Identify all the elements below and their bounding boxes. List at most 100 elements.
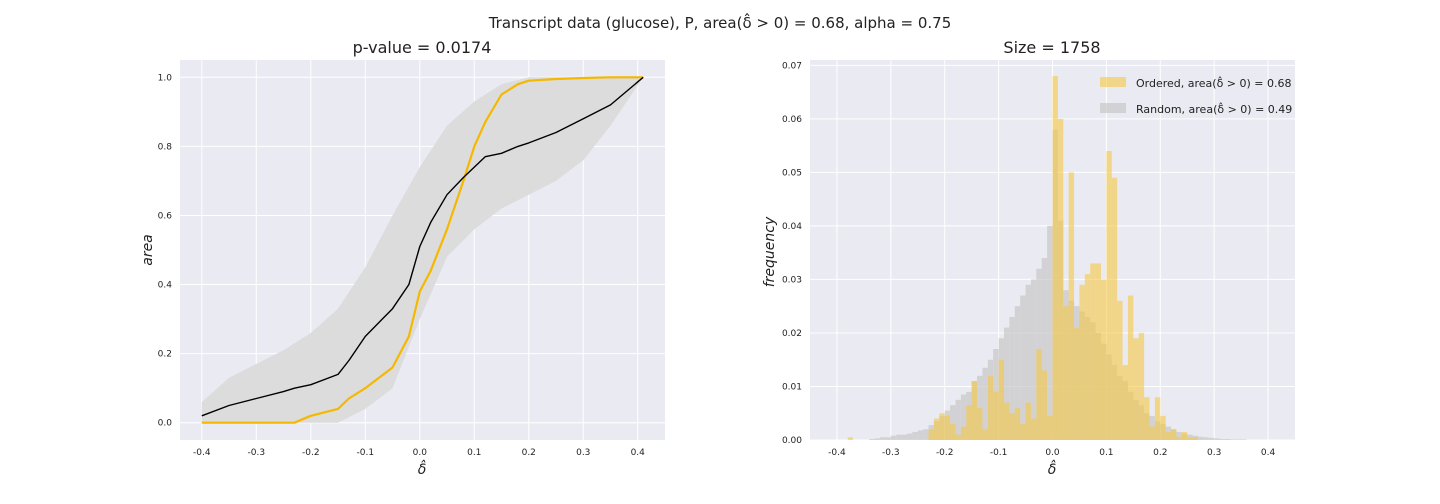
- legend-swatch-random: [1100, 103, 1126, 113]
- random-histogram-bar: [1235, 439, 1242, 440]
- left-x-tick: 0.4: [631, 448, 646, 458]
- right-x-tick: -0.1: [990, 448, 1008, 458]
- random-histogram-bar: [1030, 279, 1037, 440]
- ordered-histogram-bar: [1036, 349, 1042, 440]
- ordered-histogram-bar: [1133, 338, 1139, 440]
- left-x-tick: 0.1: [467, 448, 481, 458]
- random-histogram-bar: [1009, 316, 1015, 440]
- left-x-tick: 0.0: [413, 448, 428, 458]
- right-chart-title: Size = 1758: [1003, 38, 1100, 57]
- ordered-histogram-bar: [1160, 415, 1166, 440]
- right-y-tick: 0.03: [782, 275, 802, 285]
- random-mean-line: [201, 76, 644, 417]
- right-x-tick: -0.3: [882, 448, 900, 458]
- right-y-tick: 0.05: [782, 168, 802, 178]
- histogram-panel: -0.4 -0.3 -0.2 -0.1 0.0 0.1 0.2 0.3 0.4 0.00 0.01…: [762, 38, 1295, 478]
- random-histogram-bar: [923, 429, 929, 440]
- left-confidence-band: [201, 77, 644, 423]
- left-x-tick: 0.2: [522, 448, 536, 458]
- ordered-histogram-bar: [1052, 76, 1058, 440]
- random-histogram-bar: [1230, 439, 1236, 440]
- random-histogram-bar: [1047, 225, 1053, 440]
- legend-swatch-ordered: [1100, 77, 1126, 87]
- left-y-tick-labels: 0.0 0.2 0.4 0.6 0.8 1.0: [158, 73, 173, 428]
- ordered-histogram-bar: [987, 375, 994, 440]
- ordered-histogram-bar: [1176, 437, 1182, 440]
- left-y-tick: 0.0: [158, 419, 173, 429]
- ordered-histogram-bar: [1063, 306, 1069, 440]
- ordered-histogram-bar: [1074, 327, 1080, 440]
- ordered-histogram-bar: [1106, 150, 1112, 441]
- right-y-tick-labels: 0.00 0.01 0.02 0.03 0.04 0.05 0.06 0.07: [782, 61, 802, 446]
- random-histogram-bar: [1020, 295, 1026, 440]
- ordered-histogram-bar: [1149, 426, 1155, 440]
- random-histogram-bar: [912, 431, 918, 440]
- right-x-tick: -0.4: [828, 448, 846, 458]
- ordered-histogram-bar: [933, 418, 940, 440]
- ordered-histogram-bar: [1025, 402, 1031, 440]
- ordered-histogram-bar: [1144, 397, 1150, 440]
- ordered-histogram-bar: [1004, 402, 1010, 440]
- random-histogram-bar: [1176, 431, 1182, 440]
- ordered-histogram-bar: [1187, 437, 1193, 440]
- random-histogram-bar: [896, 434, 902, 440]
- random-histogram-bar: [874, 438, 881, 440]
- random-histogram-bar: [1214, 438, 1220, 440]
- random-histogram-bar: [1025, 284, 1031, 440]
- ordered-histogram-bar: [977, 407, 983, 440]
- ordered-area-line: [201, 76, 644, 424]
- left-y-tick: 1.0: [158, 73, 173, 83]
- random-histogram-bar: [907, 433, 913, 440]
- random-histogram-bar: [869, 438, 875, 440]
- ordered-histogram-bar: [1122, 365, 1128, 440]
- right-y-tick: 0.07: [782, 61, 802, 71]
- left-x-tick: -0.2: [302, 448, 320, 458]
- ordered-histogram-bar: [1095, 263, 1101, 440]
- ordered-histogram-bar: [1192, 437, 1198, 440]
- right-x-tick: -0.2: [936, 448, 954, 458]
- random-histogram-bar: [890, 435, 897, 440]
- right-y-axis-label: frequency: [762, 216, 778, 287]
- right-histogram-bars: [847, 76, 1247, 441]
- left-y-tick: 0.4: [158, 281, 173, 291]
- ordered-histogram-bar: [1181, 431, 1188, 440]
- left-x-axis-label: δ̂: [418, 459, 427, 478]
- figure-suptitle: Transcript data (glucose), P, area(δ̂ > …: [488, 12, 952, 32]
- left-x-tick: -0.4: [193, 448, 211, 458]
- left-chart-title: p-value = 0.0174: [353, 38, 492, 57]
- ordered-histogram-bar: [1090, 263, 1096, 440]
- random-histogram-bar: [885, 437, 891, 440]
- ordered-histogram-bar: [1014, 407, 1021, 440]
- random-histogram-bar: [982, 367, 988, 440]
- right-x-tick: 0.1: [1099, 448, 1113, 458]
- random-histogram-bar: [1208, 437, 1215, 440]
- right-y-tick: 0.04: [782, 222, 802, 232]
- right-x-tick: 0.3: [1207, 448, 1221, 458]
- random-histogram-bar: [1198, 436, 1204, 440]
- left-series-lines: [201, 76, 644, 424]
- right-x-tick: 0.2: [1153, 448, 1167, 458]
- ordered-histogram-bar: [1127, 295, 1134, 440]
- ordered-histogram-bar: [1047, 415, 1053, 440]
- ordered-histogram-bar: [1041, 370, 1048, 440]
- left-y-axis-label: area: [140, 234, 156, 266]
- ordered-histogram-bar: [993, 391, 999, 440]
- ordered-histogram-bar: [1068, 172, 1075, 440]
- random-histogram-bar: [901, 434, 907, 440]
- ordered-histogram-bar: [1154, 397, 1161, 440]
- left-x-tick: -0.1: [356, 448, 374, 458]
- ordered-histogram-bar: [1101, 279, 1107, 440]
- legend-label-random: Random, area(δ̂ > 0) = 0.49: [1136, 102, 1292, 116]
- ordered-histogram-bar: [1138, 332, 1145, 440]
- random-histogram-bar: [1203, 437, 1209, 440]
- ordered-histogram-bar: [1020, 423, 1026, 440]
- random-histogram-bar: [1041, 258, 1048, 440]
- left-x-tick: 0.3: [576, 448, 590, 458]
- right-x-tick-labels: -0.4 -0.3 -0.2 -0.1 0.0 0.1 0.2 0.3 0.4: [828, 448, 1275, 458]
- ordered-histogram-bar: [928, 429, 934, 440]
- ordered-histogram-bar: [944, 415, 951, 440]
- random-histogram-bar: [955, 399, 961, 440]
- ordered-histogram-bar: [950, 423, 956, 440]
- random-histogram-bar: [960, 394, 967, 440]
- ordered-histogram-bar: [971, 381, 978, 440]
